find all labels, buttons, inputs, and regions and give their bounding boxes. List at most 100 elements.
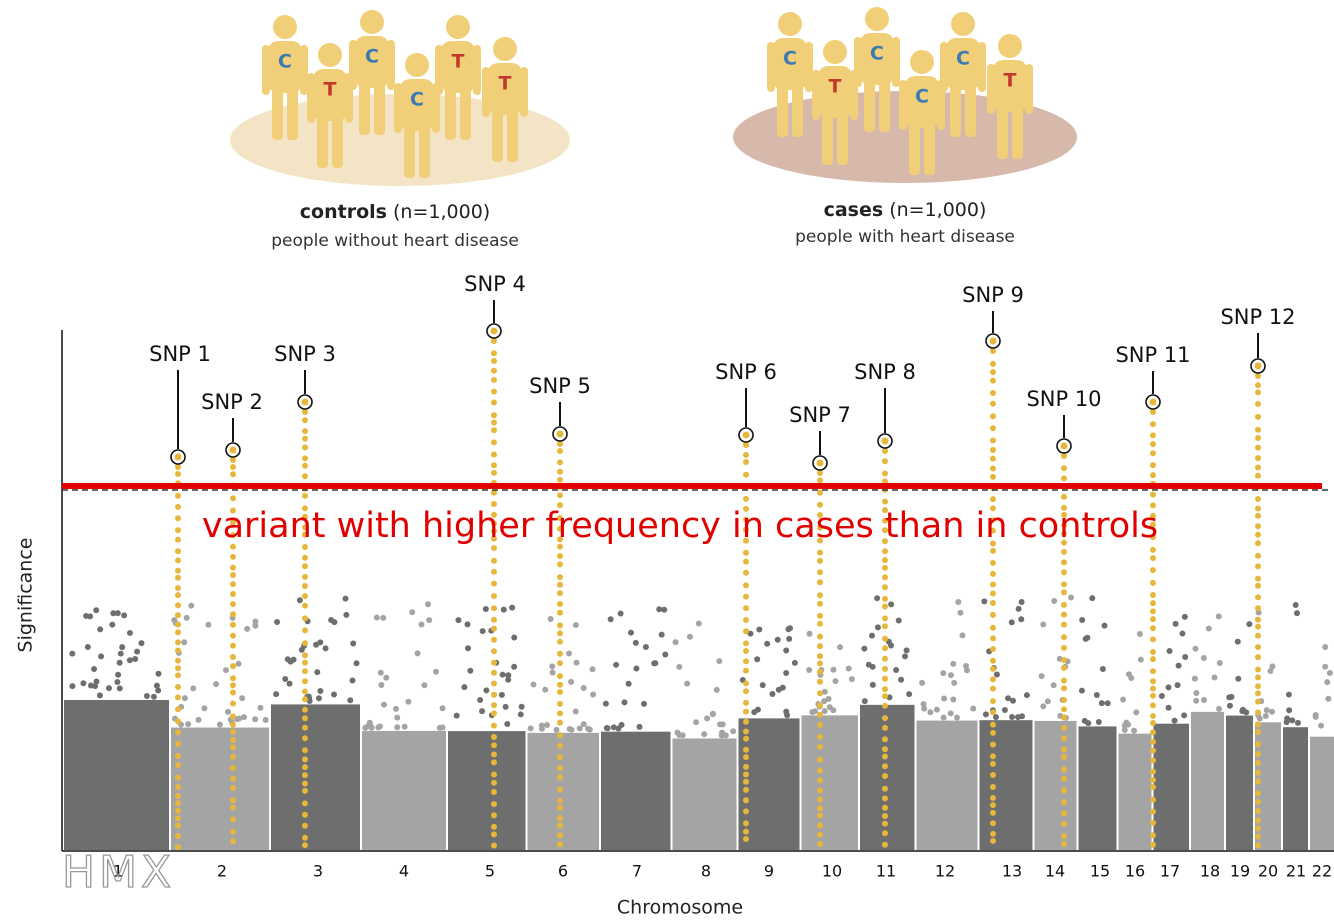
snp-dot [175, 793, 181, 800]
variant-dot [1093, 691, 1100, 698]
snp-dot [230, 785, 236, 792]
snp-dot [990, 624, 996, 631]
variant-dot [806, 630, 813, 637]
variant-dot [549, 669, 556, 676]
variant-dot [769, 690, 776, 697]
snp-dot [817, 678, 823, 685]
variant-dot [538, 725, 545, 732]
person-arm [387, 40, 395, 90]
variant-dot [1165, 704, 1172, 711]
variant-dot [109, 621, 116, 628]
chromosome-label: 20 [1258, 862, 1278, 881]
snp-dot [882, 623, 888, 630]
variant-dot [902, 653, 909, 660]
variant-dot [500, 606, 507, 613]
snp-label: SNP 9 [962, 283, 1024, 307]
snp-dot [175, 844, 181, 851]
snp-dot [1255, 690, 1261, 697]
variant-dot [992, 714, 999, 721]
variant-dot [482, 606, 489, 613]
snp-dot [882, 548, 888, 555]
snp-dot [230, 736, 236, 743]
snp-dot [1150, 534, 1156, 541]
chromosome-block [601, 731, 671, 850]
chromosome-label: 11 [876, 862, 896, 881]
chromosome-label: 4 [399, 862, 409, 881]
allele: C [365, 46, 379, 68]
variant-dot [362, 724, 369, 731]
snp-dot [743, 808, 749, 815]
snp-dot [1061, 766, 1067, 773]
variant-dot [580, 721, 587, 728]
snp-dot [1150, 656, 1156, 663]
snp-dot [990, 611, 996, 618]
snp-dot [557, 468, 563, 475]
snp-dot [302, 524, 308, 531]
variant-dot [1294, 719, 1301, 726]
snp-dot [175, 621, 181, 628]
variant-dot [1158, 692, 1165, 699]
variant-dot [110, 610, 117, 617]
snp-dot [1150, 546, 1156, 553]
chromosome-label: 10 [822, 862, 842, 881]
snp-dot [817, 600, 823, 607]
person-body [905, 76, 939, 128]
variant-dot [257, 704, 264, 711]
snp-dot [990, 369, 996, 376]
person-body [818, 66, 852, 118]
variant-dot [426, 617, 433, 624]
snp-dot [491, 734, 497, 741]
variant-dot [504, 720, 511, 727]
snp-dot [491, 710, 497, 717]
snp-dot [175, 548, 181, 555]
snp-dot [743, 708, 749, 715]
snp-dot [743, 680, 749, 687]
snp-dot [1255, 623, 1261, 630]
variant-dot [98, 653, 105, 660]
snp-dot [175, 672, 181, 679]
variant-dot [235, 660, 242, 667]
snp-label: SNP 10 [1026, 387, 1101, 411]
variant-dot [467, 667, 474, 674]
person-head [823, 40, 847, 64]
variant-dot [868, 632, 875, 639]
snp-dot [1255, 751, 1261, 758]
snp-dot [1150, 796, 1156, 803]
chromosome-label: 12 [935, 862, 955, 881]
snp-dot [1150, 441, 1156, 448]
snp-dot [175, 762, 181, 769]
snp-dot [491, 451, 497, 458]
snp-dot [175, 567, 181, 574]
variant-dot [290, 656, 297, 663]
variant-dot [658, 631, 665, 638]
snp-dot [1255, 531, 1261, 538]
variant-dot [97, 626, 104, 633]
snp-dot [557, 765, 563, 772]
snp-dot [1255, 413, 1261, 420]
snp-dot [302, 473, 308, 480]
person-leg [404, 123, 415, 178]
snp-dot [743, 754, 749, 761]
variant-dot [1226, 702, 1233, 709]
person-leg [924, 120, 935, 175]
variant-dot [652, 660, 659, 667]
variant-dot [615, 725, 622, 732]
snp-dot [302, 756, 308, 763]
snp-dot [1255, 817, 1261, 824]
snp-dot [302, 444, 308, 451]
snp-dot [1150, 592, 1156, 599]
variant-dot [105, 685, 112, 692]
variant-dot [499, 671, 506, 678]
variant-dot [284, 656, 291, 663]
variant-dot [183, 614, 190, 621]
snp-dot [557, 525, 563, 532]
snp-dot [1061, 775, 1067, 782]
variant-dot [903, 647, 910, 654]
variant-dot [150, 693, 157, 700]
person: T [812, 40, 858, 165]
variant-dot [1175, 662, 1182, 669]
snp-dot [1255, 769, 1261, 776]
variant-dot [1050, 682, 1057, 689]
snp-dot [302, 627, 308, 634]
snp-dot [882, 603, 888, 610]
